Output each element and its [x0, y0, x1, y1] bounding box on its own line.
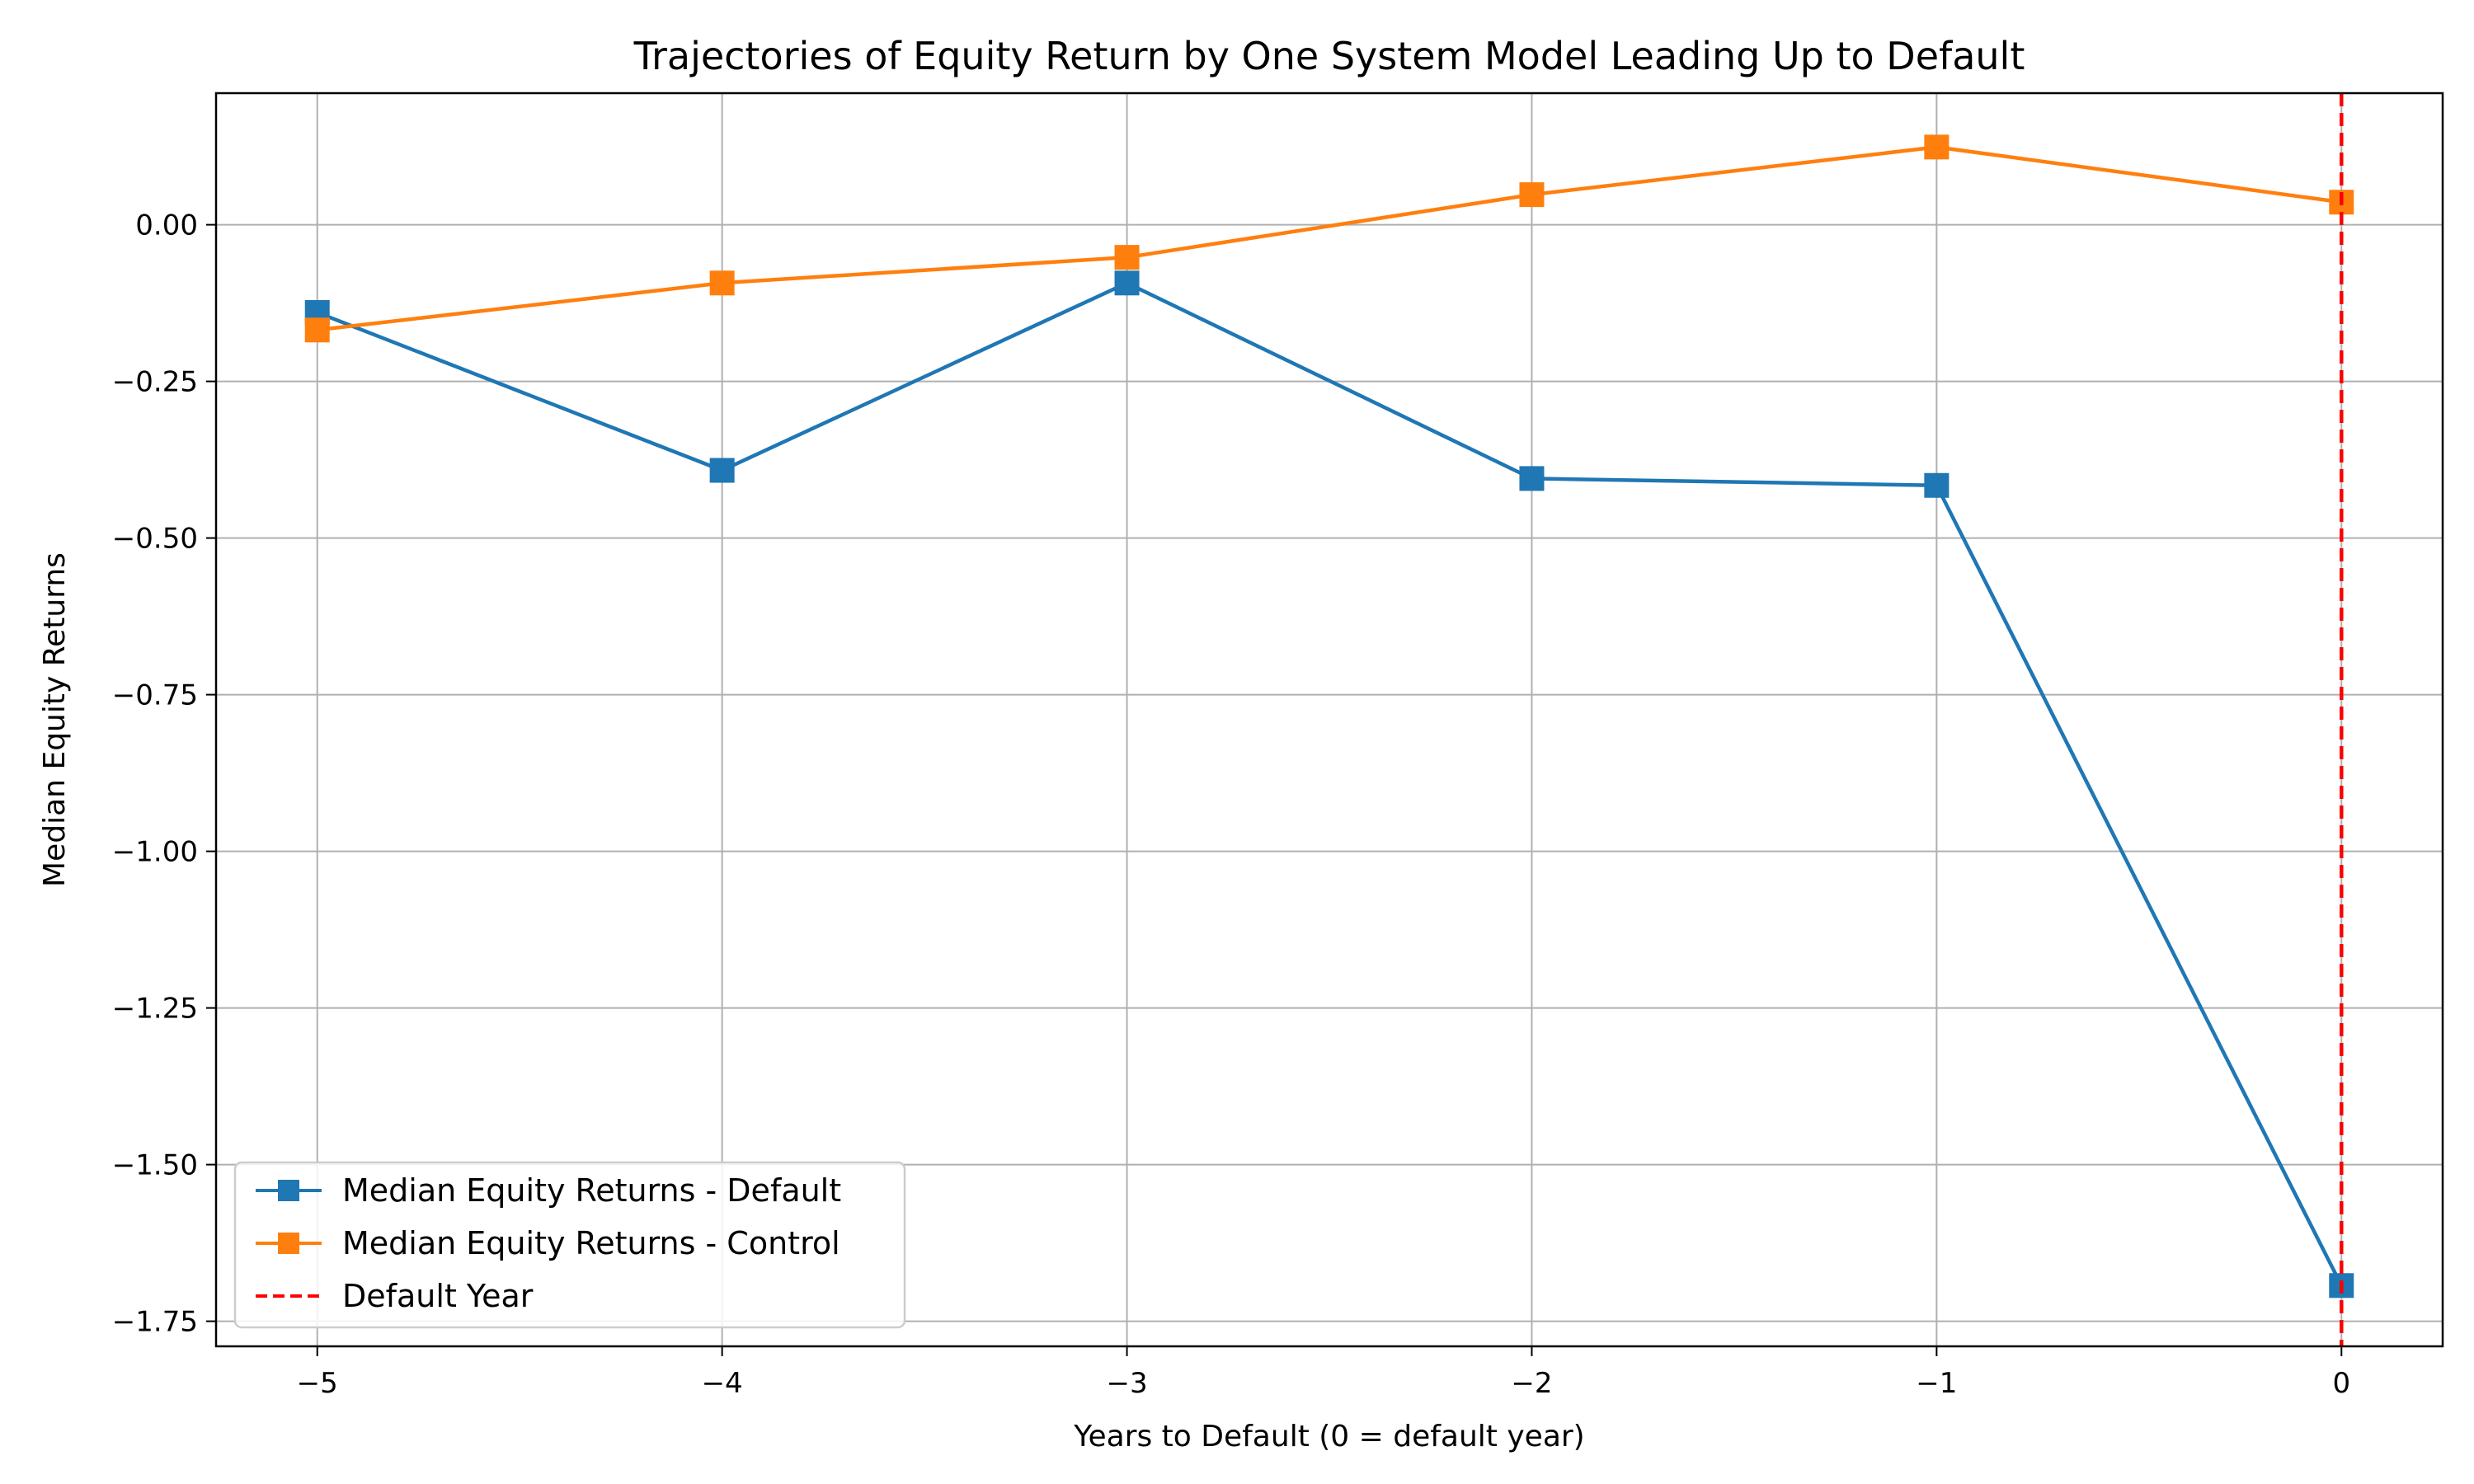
legend-frame [233, 1161, 906, 1329]
legend-marker-control [278, 1233, 299, 1254]
data-point-series-1 [1924, 134, 1950, 160]
y-tick-label: −0.75 [112, 679, 198, 712]
legend: Median Equity Returns - Default Median E… [233, 1161, 906, 1329]
y-tick-label: −1.00 [112, 836, 198, 869]
data-point-series-0 [709, 458, 735, 483]
x-tick-label: −4 [702, 1367, 743, 1400]
x-tick-label: −2 [1511, 1367, 1552, 1400]
grid [216, 93, 2443, 1346]
data-point-series-0 [1519, 466, 1545, 491]
y-tick-label: −0.25 [112, 366, 198, 399]
legend-label-default-year: Default Year [342, 1278, 534, 1314]
x-axis-ticks: −5 −4 −3 −2 −1 0 [297, 1346, 2350, 1400]
x-tick-label: 0 [2332, 1367, 2350, 1400]
y-tick-label: −1.75 [112, 1306, 198, 1339]
x-tick-label: −1 [1916, 1367, 1957, 1400]
legend-label-default: Median Equity Returns - Default [342, 1172, 841, 1209]
data-point-series-1 [1114, 245, 1140, 270]
data-point-series-1 [304, 317, 330, 343]
legend-label-control: Median Equity Returns - Control [342, 1225, 840, 1261]
y-axis-ticks: 0.00 −0.25 −0.50 −0.75 −1.00 −1.25 −1.50 −1.75 [112, 209, 216, 1339]
data-point-series-1 [1519, 182, 1545, 208]
y-tick-label: −1.50 [112, 1149, 198, 1182]
data-point-series-1 [709, 270, 735, 296]
y-tick-label: 0.00 [135, 209, 198, 242]
legend-marker-default [278, 1180, 299, 1201]
plot-area [304, 93, 2354, 1346]
y-tick-label: −0.50 [112, 523, 198, 556]
chart-title: Trajectories of Equity Return by One Sys… [633, 34, 2025, 78]
plot-frame [214, 92, 2444, 1348]
series-line-0 [316, 281, 2344, 1287]
series-line-1 [317, 145, 2342, 332]
data-point-series-0 [1924, 472, 1950, 498]
data-point-series-0 [1114, 270, 1140, 296]
x-axis-label: Years to Default (0 = default year) [1073, 1420, 1584, 1453]
y-axis-label: Median Equity Returns [38, 552, 72, 887]
x-tick-label: −5 [297, 1367, 338, 1400]
x-tick-label: −3 [1106, 1367, 1147, 1400]
y-tick-label: −1.25 [112, 993, 198, 1026]
